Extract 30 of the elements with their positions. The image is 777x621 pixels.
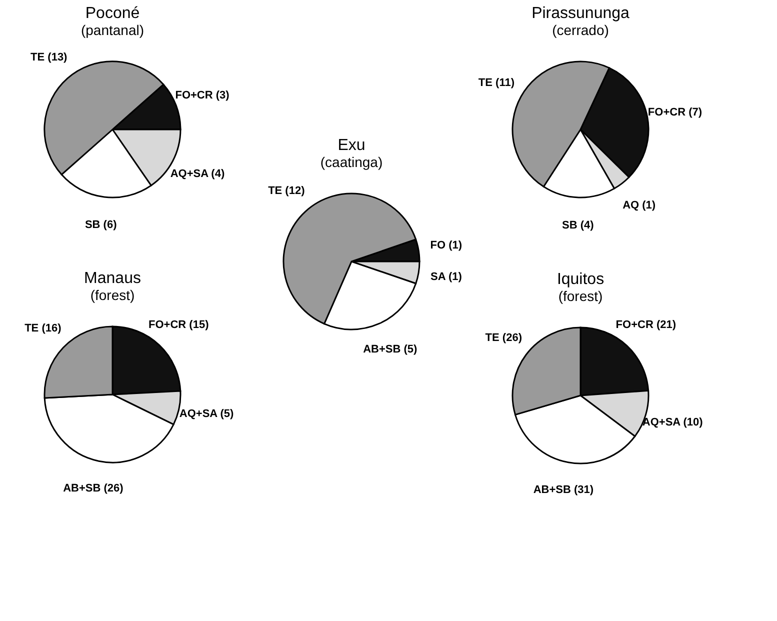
slice-label: AQ+SA (10) xyxy=(642,416,704,429)
slice-label: FO+CR (21) xyxy=(616,319,676,332)
slice-label: SB (6) xyxy=(84,218,118,231)
slice-label: AB+SB (26) xyxy=(63,482,124,495)
chart-subtitle: (forest) xyxy=(90,287,135,303)
chart-title: Exu xyxy=(338,137,366,154)
chart-subtitle: (forest) xyxy=(558,288,603,304)
slice-label: AQ (1) xyxy=(622,200,656,212)
chart-title: Poconé xyxy=(85,5,140,22)
slice-label: AB+SB (31) xyxy=(533,484,594,496)
chart-subtitle: (pantanal) xyxy=(80,22,144,38)
chart-title: Pirassununga xyxy=(532,5,630,22)
slice-label: FO+CR (15) xyxy=(148,318,210,331)
slice-label: SB (4) xyxy=(562,219,594,232)
chart-subtitle: (cerrado) xyxy=(552,22,609,38)
slice-label: TE (11) xyxy=(478,77,515,90)
slice-label: AQ+SA (4) xyxy=(170,168,225,180)
slice-label: AB+SB (5) xyxy=(363,343,418,356)
slice-label: TE (13) xyxy=(30,52,68,64)
slice-label: SA (1) xyxy=(430,271,462,284)
slice-label: TE (16) xyxy=(24,322,62,334)
slice-label: TE (12) xyxy=(268,184,306,197)
slice-label: FO+CR (7) xyxy=(648,106,702,118)
chart-subtitle: (caatinga) xyxy=(320,154,383,170)
slice-label: FO+CR (3) xyxy=(175,90,230,102)
slice-label: FO (1) xyxy=(430,240,462,252)
slice-label: AQ+SA (5) xyxy=(179,408,234,420)
chart-title: Iquitos xyxy=(556,271,604,288)
chart-title: Manaus xyxy=(84,270,141,287)
slice-label: TE (26) xyxy=(485,332,522,344)
